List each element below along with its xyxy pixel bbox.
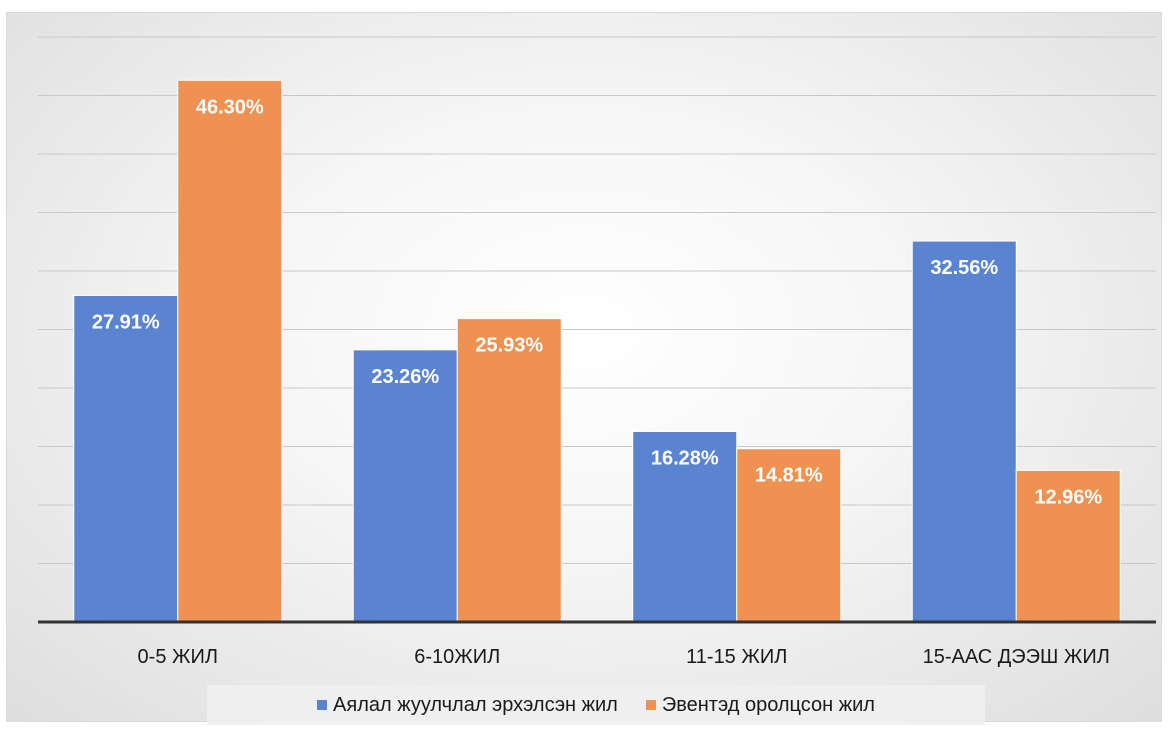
- data-label-series-2-4: 12.96%: [1034, 486, 1102, 508]
- legend-swatch-series-2: [645, 700, 656, 710]
- data-label-series-2-1: 46.30%: [196, 96, 264, 118]
- legend-item-series-1: Аялал жуулчлал эрхэлсэн жил: [317, 694, 618, 717]
- legend-label-series-2: Эвентэд оролцсон жил: [661, 693, 875, 716]
- bar-series-2-1: [177, 79, 283, 623]
- legend: Аялал жуулчлал эрхэлсэн жил Эвентэд орол…: [207, 685, 985, 725]
- data-label-series-2-3: 14.81%: [755, 465, 823, 487]
- data-label-series-1-2: 23.26%: [371, 366, 439, 388]
- x-tick-label-1: 0-5 ЖИЛ: [138, 646, 218, 668]
- bar-series-1-3: [632, 431, 738, 623]
- bar-series-1-1: [73, 294, 179, 623]
- x-tick-label-3: 11-15 ЖИЛ: [686, 646, 787, 668]
- data-label-series-2-2: 25.93%: [475, 335, 543, 357]
- data-label-series-1-4: 32.56%: [930, 257, 998, 279]
- x-tick-label-2: 6-10ЖИЛ: [414, 646, 500, 668]
- data-label-series-1-1: 27.91%: [92, 311, 160, 333]
- legend-label-series-1: Аялал жуулчлал эрхэлсэн жил: [333, 693, 618, 716]
- bar-series-2-4: [1015, 469, 1121, 623]
- data-labels: 27.91% 46.30% 23.26% 25.93% 16.28% 14.81% 32.5…: [92, 96, 1103, 508]
- bar-series-1-2: [352, 349, 458, 623]
- legend-item-series-2: Эвентэд оролцсон жил: [645, 693, 875, 717]
- bar-series-1-4: [911, 240, 1017, 623]
- x-tick-label-4: 15-ААС ДЭЭШ ЖИЛ: [923, 646, 1110, 668]
- x-axis: 0-5 ЖИЛ 6-10ЖИЛ 11-15 ЖИЛ 15-ААС ДЭЭШ ЖИЛ: [38, 620, 1156, 668]
- data-label-series-1-3: 16.28%: [651, 448, 719, 470]
- legend-swatch-series-1: [317, 700, 328, 710]
- bar-series-2-2: [456, 318, 562, 623]
- bars: [73, 79, 1121, 623]
